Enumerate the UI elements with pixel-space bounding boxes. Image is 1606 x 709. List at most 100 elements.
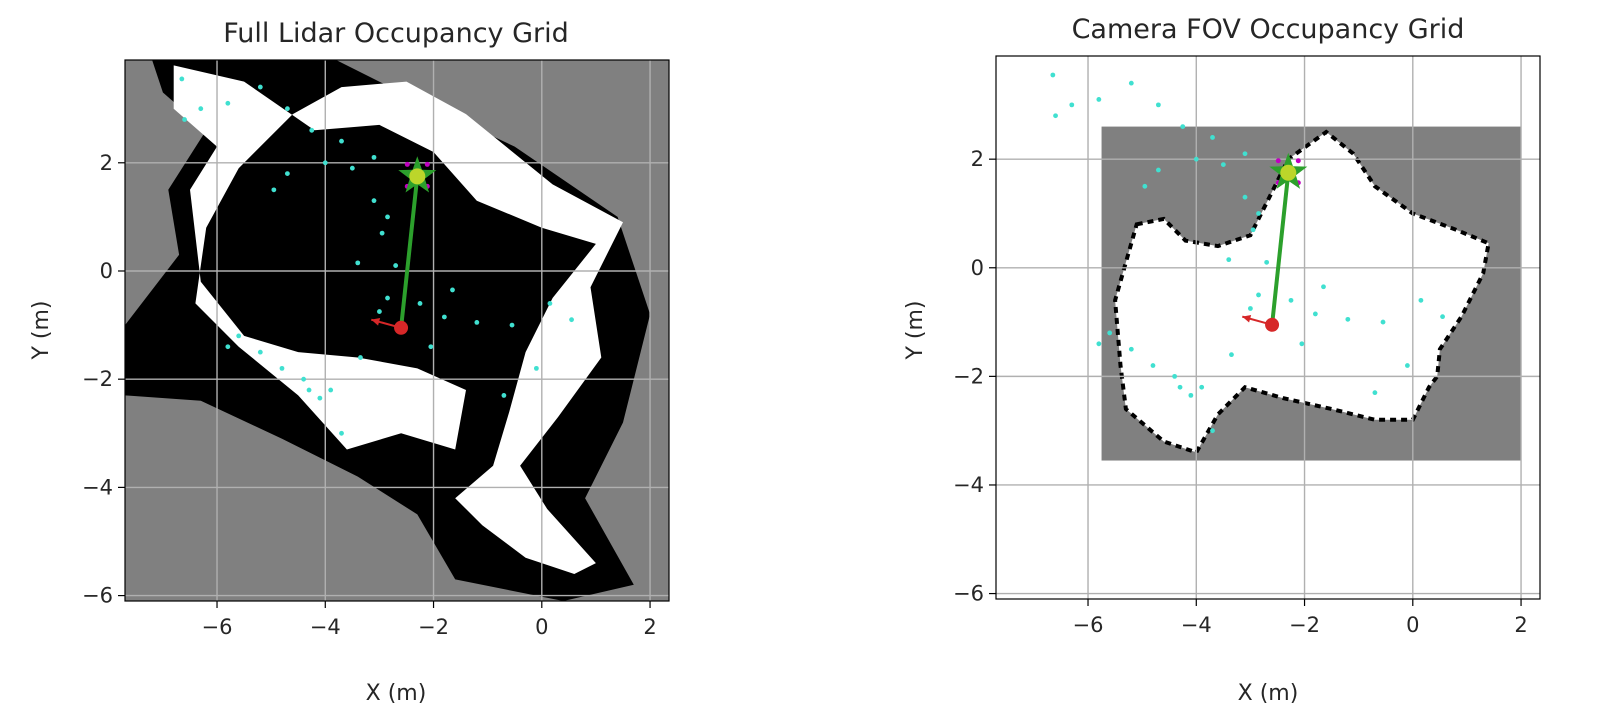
waypoint-dot (1372, 390, 1378, 396)
waypoint-dot (1380, 319, 1386, 325)
waypoint-dot (322, 160, 328, 166)
y-tick-label: 2 (100, 151, 113, 175)
goal-mark (1275, 158, 1281, 164)
waypoint-dot (358, 355, 363, 360)
waypoint-dot (225, 100, 231, 106)
y-axis-label: Y (m) (903, 300, 928, 360)
goal-marker (1280, 164, 1297, 181)
waypoint-dot (355, 260, 361, 266)
goal-mark (424, 161, 430, 167)
axes-frame (124, 59, 670, 602)
waypoint-dot (1155, 102, 1161, 108)
waypoint-dot (1299, 341, 1305, 347)
x-tick-label: −2 (1289, 613, 1320, 637)
waypoint-dot (377, 309, 382, 314)
waypoint-dot (306, 387, 312, 393)
waypoint-dot (271, 187, 277, 193)
waypoint-dot (1210, 428, 1215, 434)
waypoint-dot (284, 106, 290, 112)
waypoint-dot (1256, 211, 1261, 216)
x-tick-label: −2 (418, 615, 449, 639)
waypoint-dot (1155, 167, 1161, 173)
waypoint-dot (1050, 72, 1056, 78)
waypoint-dot (1107, 330, 1113, 336)
waypoint-dot (371, 154, 377, 160)
waypoint-dot (385, 214, 390, 220)
waypoint-dot (450, 287, 455, 293)
camera-fov-plot: Camera FOV Occupancy Grid −6 −4 −2 0 2 −6−4−… (903, 14, 1541, 706)
waypoint-dot (257, 349, 263, 355)
waypoint-dot (236, 333, 242, 339)
waypoint-dot (1288, 297, 1294, 303)
plot-title: Camera FOV Occupancy Grid (1072, 14, 1465, 45)
x-tick-label: 0 (535, 615, 548, 639)
waypoint-dot (1220, 162, 1226, 168)
x-ticks: −6 −4 −2 0 2 (202, 601, 657, 639)
waypoint-dot (501, 393, 507, 398)
waypoint-dot (474, 319, 480, 325)
waypoint-dot (1096, 97, 1102, 102)
x-tick-label: 0 (1406, 613, 1419, 637)
waypoint-dot (1250, 227, 1256, 233)
axes-frame (995, 55, 1541, 600)
waypoint-dot (339, 430, 344, 436)
y-tick-label: −6 (953, 582, 984, 606)
waypoint-dot (1264, 259, 1270, 265)
y-axis-label: Y (m) (29, 300, 54, 360)
y-tick-label: 2 (971, 147, 984, 171)
waypoint-dot (1226, 257, 1232, 263)
waypoint-dot (533, 365, 539, 371)
waypoint-dot (1440, 314, 1445, 320)
waypoint-dot (1150, 363, 1156, 368)
waypoint-dot (198, 106, 204, 112)
waypoint-dot (1256, 292, 1261, 298)
x-tick-label: 2 (643, 615, 656, 639)
waypoint-dot (1188, 392, 1194, 398)
waypoint-dot (371, 198, 377, 204)
gridlines (125, 60, 669, 601)
y-ticks: −6 −4 −2 0 2 (82, 151, 125, 608)
robot-marker (1265, 317, 1280, 332)
waypoint-dot (1128, 346, 1134, 352)
robot-arrowhead (371, 318, 381, 326)
waypoint-dot (1242, 194, 1248, 200)
goal-marker (409, 168, 426, 185)
waypoint-dot (1418, 297, 1424, 303)
waypoint-dot (1210, 135, 1215, 140)
waypoint-dot (385, 295, 390, 301)
plot-title: Full Lidar Occupancy Grid (223, 18, 569, 49)
waypoint-dot (1180, 124, 1186, 129)
planned-path (399, 176, 420, 329)
y-tick-label: −2 (953, 364, 984, 388)
planned-path (1270, 172, 1291, 325)
waypoint-dot (1128, 80, 1134, 86)
y-tick-label: −2 (82, 367, 113, 391)
full-lidar-plot: Full Lidar Occupancy Grid −6 −4 −2 0 2 −6−4−… (29, 18, 670, 706)
occupancy-area (1101, 126, 1522, 461)
waypoint-dot (379, 230, 385, 236)
x-axis-label: X (m) (366, 681, 427, 706)
x-tick-label: −4 (1181, 613, 1212, 637)
gridlines (996, 56, 1540, 599)
waypoint-dot (569, 317, 574, 323)
free-cells (173, 65, 623, 575)
waypoint-dot (309, 127, 315, 133)
waypoint-dot (417, 301, 423, 306)
overlay-layer (179, 76, 574, 436)
y-tick-label: 0 (100, 259, 113, 283)
waypoint-dot (257, 84, 263, 90)
goal-mark (404, 161, 410, 167)
waypoint-dot (339, 138, 344, 144)
waypoint-dot (1404, 363, 1410, 368)
waypoint-dot (428, 344, 434, 350)
waypoint-dot (349, 165, 355, 171)
goal-mark (1295, 158, 1301, 164)
waypoint-dot (1312, 311, 1318, 317)
waypoint-dot (1069, 102, 1075, 108)
x-tick-label: −4 (310, 615, 341, 639)
waypoint-dot (1142, 183, 1148, 189)
x-tick-label: −6 (1073, 613, 1104, 637)
waypoint-dot (1199, 384, 1205, 390)
free-cells (1113, 129, 1491, 455)
waypoint-dot (179, 76, 185, 82)
